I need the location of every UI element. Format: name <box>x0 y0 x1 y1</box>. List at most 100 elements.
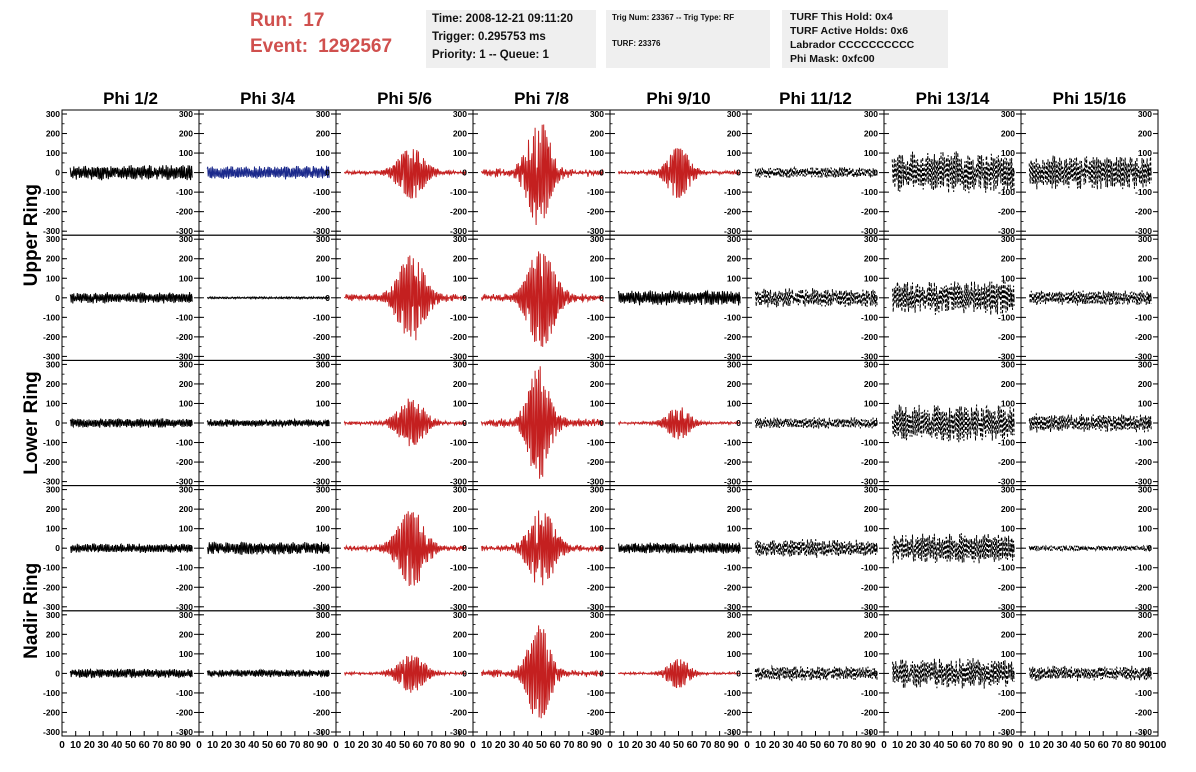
y-tick-label-r4-c4-300: 300 <box>590 485 604 495</box>
left-y-label-r3-0: 0 <box>55 418 60 428</box>
y-tick-label-r1-c3-200: 200 <box>453 129 467 139</box>
y-tick-label-r3-c3-100: 100 <box>453 398 467 408</box>
y-tick-label-r1-c1--300: -300 <box>176 226 193 236</box>
y-tick-label-r2-c8-200: 200 <box>1138 254 1152 264</box>
y-tick-label-r2-c6-200: 200 <box>864 254 878 264</box>
y-tick-label-r1-c6-300: 300 <box>864 109 878 119</box>
y-tick-label-r1-c8-200: 200 <box>1138 129 1152 139</box>
y-tick-label-r5-c8--100: -100 <box>1135 688 1152 698</box>
x-tick-label-c6-70: 70 <box>837 740 849 751</box>
y-tick-label-r4-c5--300: -300 <box>724 602 741 612</box>
x-tick-label-c7-10: 10 <box>892 740 904 751</box>
y-tick-label-r4-c2--200: -200 <box>313 582 330 592</box>
x-tick-label-c2-0: 0 <box>196 740 202 751</box>
x-tick-label-c7-40: 40 <box>933 740 945 751</box>
y-tick-label-r4-c2-200: 200 <box>316 504 330 514</box>
y-tick-label-r1-c7-200: 200 <box>1001 129 1015 139</box>
y-tick-label-r4-c8-100: 100 <box>1138 524 1152 534</box>
y-tick-label-r5-c5-200: 200 <box>727 629 741 639</box>
x-tick-label-c6-20: 20 <box>769 740 781 751</box>
y-tick-label-r5-c3-200: 200 <box>453 629 467 639</box>
y-tick-label-r3-c3-0: 0 <box>462 418 467 428</box>
y-tick-label-r1-c4-100: 100 <box>590 148 604 158</box>
y-tick-label-r3-c7-0: 0 <box>1010 418 1015 428</box>
x-tick-label-c5-90: 90 <box>728 740 740 751</box>
left-y-label-r3-300: 300 <box>46 359 60 369</box>
y-tick-label-r5-c5-100: 100 <box>727 649 741 659</box>
y-tick-label-r5-c4-0: 0 <box>599 668 604 678</box>
y-tick-label-r1-c5--100: -100 <box>724 187 741 197</box>
y-tick-label-r5-c3--200: -200 <box>450 707 467 717</box>
left-y-label-r2--300: -300 <box>43 351 60 361</box>
y-tick-label-r4-c5-100: 100 <box>727 524 741 534</box>
y-tick-label-r3-c3-200: 200 <box>453 379 467 389</box>
y-tick-label-r5-c7--300: -300 <box>998 727 1015 737</box>
y-tick-label-r3-c3--100: -100 <box>450 438 467 448</box>
waveform-r4-c5 <box>617 541 741 554</box>
y-tick-label-r4-c5-0: 0 <box>736 543 741 553</box>
y-tick-label-r4-c2-300: 300 <box>316 485 330 495</box>
y-tick-label-r5-c6-0: 0 <box>873 668 878 678</box>
x-tick-label-c4-20: 20 <box>495 740 507 751</box>
y-tick-label-r5-c1--100: -100 <box>176 688 193 698</box>
y-tick-label-r4-c3-0: 0 <box>462 543 467 553</box>
y-tick-label-r1-c3--200: -200 <box>450 207 467 217</box>
y-tick-label-r1-c2-0: 0 <box>325 168 330 178</box>
left-y-label-r5--200: -200 <box>43 707 60 717</box>
y-tick-label-r5-c4-100: 100 <box>590 649 604 659</box>
y-tick-label-r5-c7-200: 200 <box>1001 629 1015 639</box>
y-tick-label-r5-c6-200: 200 <box>864 629 878 639</box>
y-tick-label-r3-c2-100: 100 <box>316 398 330 408</box>
left-y-label-r2-100: 100 <box>46 273 60 283</box>
left-y-label-r3-100: 100 <box>46 398 60 408</box>
x-tick-label-c8-90: 90 <box>1139 740 1151 751</box>
y-tick-label-r1-c8--300: -300 <box>1135 226 1152 236</box>
x-tick-label-c1-70: 70 <box>152 740 164 751</box>
y-tick-label-r1-c1-100: 100 <box>179 148 193 158</box>
x-tick-label-c5-0: 0 <box>607 740 613 751</box>
y-tick-label-r1-c7-100: 100 <box>1001 148 1015 158</box>
y-tick-label-r4-c2-100: 100 <box>316 524 330 534</box>
y-tick-label-r5-c1-300: 300 <box>179 610 193 620</box>
x-tick-label-c7-90: 90 <box>1002 740 1014 751</box>
x-tick-label-c1-20: 20 <box>84 740 96 751</box>
y-tick-label-r1-c5-200: 200 <box>727 129 741 139</box>
x-tick-label-c2-10: 10 <box>207 740 219 751</box>
y-tick-label-r2-c6-0: 0 <box>873 293 878 303</box>
x-tick-label-c1-30: 30 <box>98 740 110 751</box>
x-tick-label-c6-40: 40 <box>796 740 808 751</box>
x-tick-label-c3-0: 0 <box>333 740 339 751</box>
y-tick-label-r4-c1--200: -200 <box>176 582 193 592</box>
left-y-label-r4--300: -300 <box>43 602 60 612</box>
x-tick-label-c2-20: 20 <box>221 740 233 751</box>
y-tick-label-r5-c2-300: 300 <box>316 610 330 620</box>
waveform-r1-c3 <box>343 149 467 199</box>
left-y-label-r2-200: 200 <box>46 254 60 264</box>
run-event-box: Run: 17 Event: 1292567 <box>250 8 420 68</box>
y-tick-label-r2-c7-200: 200 <box>1001 254 1015 264</box>
y-tick-label-r5-c6--200: -200 <box>861 707 878 717</box>
y-tick-label-r2-c1-200: 200 <box>179 254 193 264</box>
x-tick-label-c4-0: 0 <box>470 740 476 751</box>
x-tick-label-c1-10: 10 <box>70 740 82 751</box>
y-tick-label-r1-c3--100: -100 <box>450 187 467 197</box>
waveform-r1-c7 <box>891 151 1015 194</box>
y-tick-label-r1-c2--200: -200 <box>313 207 330 217</box>
x-tick-label-c1-0: 0 <box>59 740 65 751</box>
left-y-label-r4-200: 200 <box>46 504 60 514</box>
left-y-label-r4--100: -100 <box>43 563 60 573</box>
waveform-r4-c4 <box>480 510 604 586</box>
y-tick-label-r2-c3-300: 300 <box>453 234 467 244</box>
left-y-label-r5--300: -300 <box>43 727 60 737</box>
y-tick-label-r5-c7-300: 300 <box>1001 610 1015 620</box>
y-tick-label-r1-c3-300: 300 <box>453 109 467 119</box>
x-tick-label-c1-90: 90 <box>180 740 192 751</box>
y-tick-label-r1-c2-300: 300 <box>316 109 330 119</box>
y-tick-label-r3-c7--100: -100 <box>998 438 1015 448</box>
x-tick-label-c4-50: 50 <box>536 740 548 751</box>
y-tick-label-r4-c3--300: -300 <box>450 602 467 612</box>
waveform-r2-c5 <box>617 289 741 306</box>
left-y-label-r5-200: 200 <box>46 629 60 639</box>
y-tick-label-r1-c1-200: 200 <box>179 129 193 139</box>
turf-active-holds-text: TURF Active Holds: 0x6 <box>790 25 909 37</box>
